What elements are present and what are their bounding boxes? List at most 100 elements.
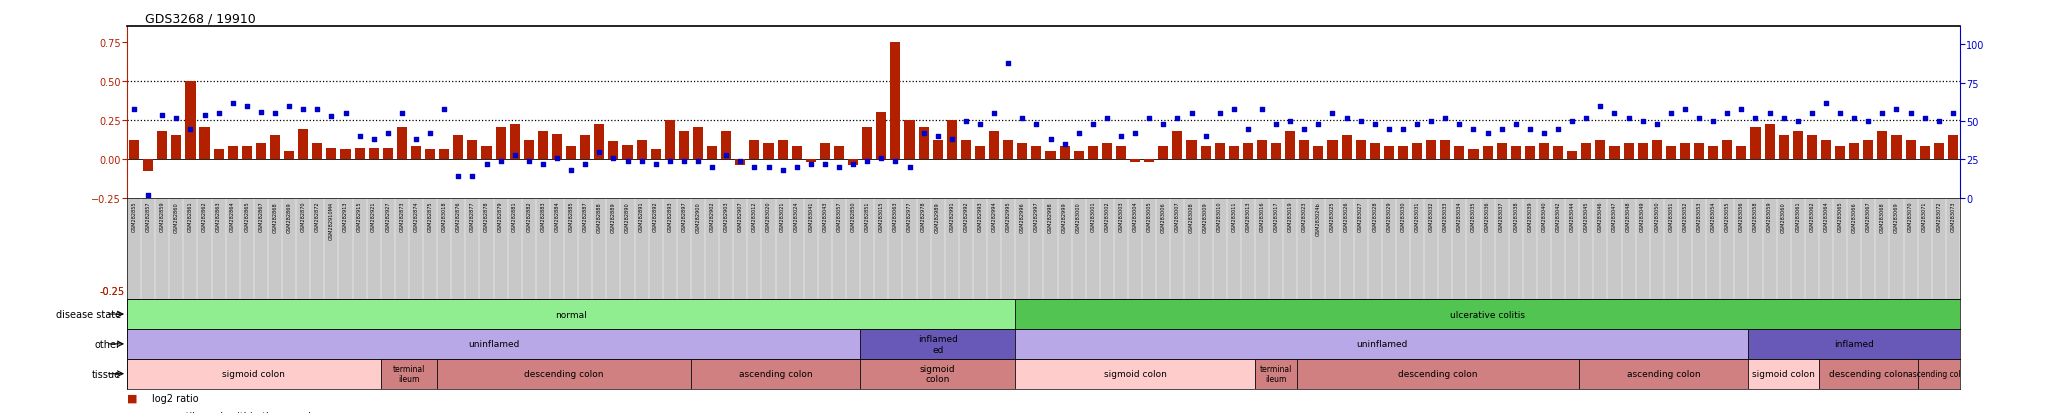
Text: GSM283023: GSM283023 xyxy=(1303,201,1307,232)
Text: GSM283011: GSM283011 xyxy=(1231,201,1237,232)
Bar xyxy=(778,140,788,159)
Bar xyxy=(721,131,731,159)
Text: percentile rank within the sample: percentile rank within the sample xyxy=(152,411,317,413)
Bar xyxy=(1694,144,1704,159)
Point xyxy=(1118,131,1151,137)
Text: GSM282878: GSM282878 xyxy=(483,201,489,232)
Point xyxy=(639,161,672,168)
Bar xyxy=(1016,299,1960,329)
Bar xyxy=(1059,147,1069,159)
Bar xyxy=(1044,152,1055,159)
Bar xyxy=(678,131,688,159)
Text: GSM283057: GSM283057 xyxy=(836,201,842,232)
Point xyxy=(1499,121,1532,128)
Text: GSM283024: GSM283024 xyxy=(795,201,799,232)
Text: GSM283030: GSM283030 xyxy=(1401,201,1405,232)
Point xyxy=(160,115,193,122)
Bar xyxy=(1821,140,1831,159)
Point xyxy=(1626,119,1659,125)
Bar xyxy=(1073,152,1083,159)
Point xyxy=(864,155,897,162)
Text: GSM282993: GSM282993 xyxy=(977,201,983,232)
Bar xyxy=(920,128,928,159)
Bar xyxy=(580,136,590,159)
Bar xyxy=(1933,144,1944,159)
Text: GSM283068: GSM283068 xyxy=(1880,201,1884,232)
Text: other: other xyxy=(94,339,121,349)
Point xyxy=(1104,134,1137,140)
Text: GSM282995: GSM282995 xyxy=(1006,201,1012,232)
Bar xyxy=(819,144,829,159)
Text: GSM283012: GSM283012 xyxy=(752,201,758,232)
Point xyxy=(1485,126,1518,133)
Bar xyxy=(735,159,745,166)
Bar xyxy=(1722,140,1733,159)
Point xyxy=(1317,111,1350,117)
Bar xyxy=(1948,136,1958,159)
Point xyxy=(752,164,784,171)
Bar xyxy=(1892,136,1901,159)
Bar xyxy=(860,329,1016,359)
Bar xyxy=(1806,136,1817,159)
Text: GSM282891: GSM282891 xyxy=(639,201,645,232)
Text: GSM283005: GSM283005 xyxy=(1147,201,1151,232)
Text: GSM282991: GSM282991 xyxy=(950,201,954,232)
Bar xyxy=(510,125,520,159)
Point xyxy=(723,158,756,165)
Bar xyxy=(805,159,815,162)
Point xyxy=(1724,106,1757,113)
Text: GSM283061: GSM283061 xyxy=(1796,201,1800,232)
Bar xyxy=(1032,147,1042,159)
Bar xyxy=(199,128,209,159)
Text: GSM282872: GSM282872 xyxy=(315,201,319,232)
Text: GSM283067: GSM283067 xyxy=(1866,201,1870,232)
Text: terminal
ileum: terminal ileum xyxy=(1260,364,1292,383)
Text: GSM282999: GSM282999 xyxy=(1063,201,1067,232)
Point xyxy=(244,109,276,116)
Text: GSM283034: GSM283034 xyxy=(1456,201,1462,232)
Bar xyxy=(989,131,999,159)
Bar xyxy=(1765,125,1776,159)
Text: GSM283052: GSM283052 xyxy=(1683,201,1688,232)
Text: sigmoid colon: sigmoid colon xyxy=(1753,369,1815,378)
Bar xyxy=(1296,359,1579,389)
Point xyxy=(231,103,264,110)
Text: uninflamed: uninflamed xyxy=(1356,339,1407,349)
Text: GSM282927: GSM282927 xyxy=(385,201,391,232)
Point xyxy=(991,60,1024,67)
Bar xyxy=(1778,136,1788,159)
Bar xyxy=(1581,144,1591,159)
Point xyxy=(766,167,799,174)
Point xyxy=(1640,121,1673,128)
Text: GSM283009: GSM283009 xyxy=(1202,201,1208,232)
Bar xyxy=(1313,147,1323,159)
Text: GSM282859: GSM282859 xyxy=(160,201,164,232)
Point xyxy=(1444,121,1477,128)
Bar xyxy=(1341,136,1352,159)
Point xyxy=(1217,106,1249,113)
Bar xyxy=(1579,359,1749,389)
Bar xyxy=(1016,359,1255,389)
Bar xyxy=(891,43,901,159)
Point xyxy=(893,164,926,171)
Point xyxy=(1909,115,1942,122)
Text: GSM283044: GSM283044 xyxy=(1569,201,1575,232)
Point xyxy=(1767,115,1800,122)
Text: GSM283041: GSM283041 xyxy=(809,201,813,232)
Text: GSM282874: GSM282874 xyxy=(414,201,418,232)
Text: GSM283071: GSM283071 xyxy=(1923,201,1927,232)
Point xyxy=(1923,119,1956,125)
Text: GSM283031: GSM283031 xyxy=(1415,201,1419,232)
Point xyxy=(1597,111,1630,117)
Text: descending colon: descending colon xyxy=(524,369,604,378)
Text: GSM282996: GSM282996 xyxy=(1020,201,1024,232)
Text: GSM283003: GSM283003 xyxy=(1118,201,1124,232)
Bar xyxy=(690,359,860,389)
Bar xyxy=(1186,140,1196,159)
Bar xyxy=(158,131,168,159)
Point xyxy=(1343,119,1376,125)
Bar xyxy=(1370,144,1380,159)
Bar xyxy=(1272,144,1282,159)
Bar xyxy=(1737,147,1747,159)
Text: GSM283065: GSM283065 xyxy=(1837,201,1843,232)
